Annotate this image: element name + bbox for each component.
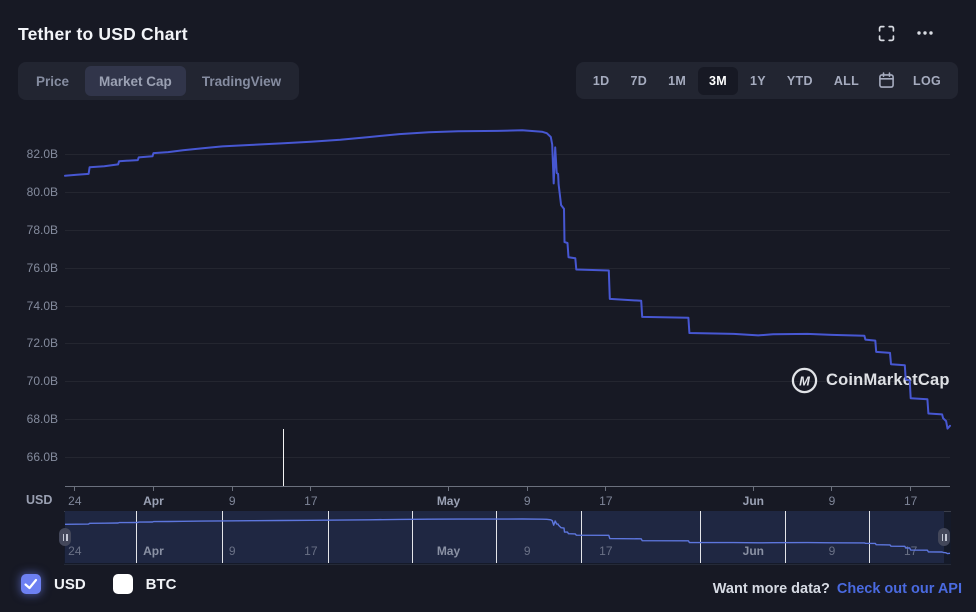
navigator-gridline bbox=[412, 511, 413, 563]
y-axis-label: 80.0B bbox=[26, 184, 58, 199]
y-axis-label: 82.0B bbox=[26, 147, 58, 161]
x-axis-label: 9 bbox=[523, 494, 531, 508]
x-axis-tick bbox=[74, 487, 76, 491]
range-3m[interactable]: 3M bbox=[698, 66, 739, 95]
navigator-label: 17 bbox=[903, 544, 918, 558]
x-axis-tick bbox=[910, 487, 912, 491]
calendar-button[interactable] bbox=[871, 67, 901, 95]
range-selector: 1D 7D 1M 3M 1Y YTD ALL LOG bbox=[575, 62, 958, 99]
x-axis-tick bbox=[831, 487, 833, 491]
range-1d[interactable]: 1D bbox=[584, 67, 619, 95]
range-1m[interactable]: 1M bbox=[659, 67, 695, 95]
navigator-label: 9 bbox=[523, 544, 531, 558]
btc-label: BTC bbox=[145, 575, 177, 593]
navigator-gridline bbox=[581, 511, 582, 563]
y-axis-label: 78.0B bbox=[26, 222, 58, 237]
navigator-handle-right[interactable] bbox=[938, 528, 950, 546]
x-axis-tick bbox=[231, 487, 233, 491]
x-axis-line bbox=[65, 486, 950, 487]
x-axis-label: 9 bbox=[228, 494, 236, 508]
navigator-label: 9 bbox=[828, 544, 836, 558]
x-axis-label: 17 bbox=[903, 494, 918, 508]
x-axis-label: Apr bbox=[143, 494, 164, 508]
plot-area[interactable] bbox=[65, 112, 950, 486]
x-axis-tick bbox=[447, 487, 449, 491]
gridline bbox=[65, 419, 950, 421]
navigator-label: 9 bbox=[228, 544, 236, 558]
y-axis-label: 70.0B bbox=[26, 374, 58, 389]
api-link[interactable]: Check out our API bbox=[836, 581, 962, 597]
navigator-gridline bbox=[700, 511, 701, 563]
ellipsis-icon bbox=[916, 25, 934, 41]
checkmark-icon bbox=[113, 574, 133, 594]
more-options-button[interactable] bbox=[912, 23, 938, 43]
navigator-label: May bbox=[436, 544, 461, 558]
promo-text: Want more data? bbox=[712, 581, 830, 597]
btc-legend-item[interactable]: BTC bbox=[112, 574, 177, 594]
y-axis-label: 72.0B bbox=[26, 336, 58, 351]
log-scale-toggle[interactable]: LOG bbox=[904, 67, 950, 95]
range-7d[interactable]: 7D bbox=[621, 67, 656, 95]
navigator-gridline bbox=[869, 511, 870, 563]
x-axis-label: 9 bbox=[828, 494, 836, 508]
navigator-label: Jun bbox=[742, 544, 764, 558]
gridline bbox=[65, 267, 950, 269]
x-axis-tick bbox=[605, 487, 607, 491]
range-1y[interactable]: 1Y bbox=[741, 67, 775, 95]
y-axis-label: 74.0B bbox=[26, 298, 58, 313]
navigator-handle-left[interactable] bbox=[59, 528, 71, 546]
x-axis-label: 17 bbox=[599, 494, 613, 508]
navigator-label: 17 bbox=[304, 544, 318, 558]
gridline bbox=[65, 191, 950, 193]
cursor-line bbox=[282, 429, 284, 486]
api-promo: Want more data? Check out our API bbox=[713, 581, 962, 597]
currency-legend: USD BTC bbox=[21, 574, 177, 594]
range-ytd[interactable]: YTD bbox=[778, 67, 822, 95]
x-axis-tick bbox=[752, 487, 754, 491]
x-axis-label: 17 bbox=[304, 494, 318, 508]
usd-label: USD bbox=[54, 575, 86, 593]
y-axis-label: 76.0B bbox=[26, 260, 58, 275]
gridline bbox=[65, 457, 950, 459]
btc-checkbox[interactable] bbox=[112, 574, 133, 594]
checkmark-icon bbox=[21, 574, 41, 594]
navigator-gridline bbox=[496, 511, 497, 563]
gridline bbox=[65, 154, 950, 155]
gridline bbox=[65, 381, 950, 383]
y-axis-label: 68.0B bbox=[26, 412, 58, 427]
tab-price[interactable]: Price bbox=[22, 66, 83, 96]
navigator-label: Apr bbox=[143, 544, 164, 558]
x-axis-tick bbox=[310, 487, 312, 491]
usd-checkbox[interactable] bbox=[21, 574, 41, 594]
navigator-label: 17 bbox=[599, 544, 613, 558]
gridline bbox=[65, 305, 950, 307]
gridline bbox=[65, 229, 950, 231]
range-all[interactable]: ALL bbox=[825, 67, 868, 95]
calendar-icon bbox=[878, 72, 895, 89]
usd-legend-item[interactable]: USD bbox=[21, 574, 86, 594]
chart-type-tabs: Price Market Cap TradingView bbox=[18, 62, 300, 100]
x-axis-label: 24 bbox=[68, 494, 82, 508]
page-title: Tether to USD Chart bbox=[18, 23, 188, 44]
x-axis-label: Jun bbox=[742, 494, 764, 508]
y-axis-label: 66.0B bbox=[26, 450, 58, 465]
x-axis-label: May bbox=[436, 494, 461, 508]
tab-tradingview[interactable]: TradingView bbox=[188, 66, 295, 96]
navigator-label: 24 bbox=[68, 544, 82, 558]
x-axis-tick bbox=[526, 487, 528, 491]
fullscreen-button[interactable] bbox=[876, 23, 896, 43]
gridline bbox=[65, 343, 950, 345]
tab-market-cap[interactable]: Market Cap bbox=[85, 66, 186, 96]
axis-unit-label: USD bbox=[26, 493, 53, 507]
fullscreen-icon bbox=[878, 25, 895, 42]
x-axis-tick bbox=[152, 487, 154, 491]
navigator-gridline bbox=[785, 511, 786, 563]
